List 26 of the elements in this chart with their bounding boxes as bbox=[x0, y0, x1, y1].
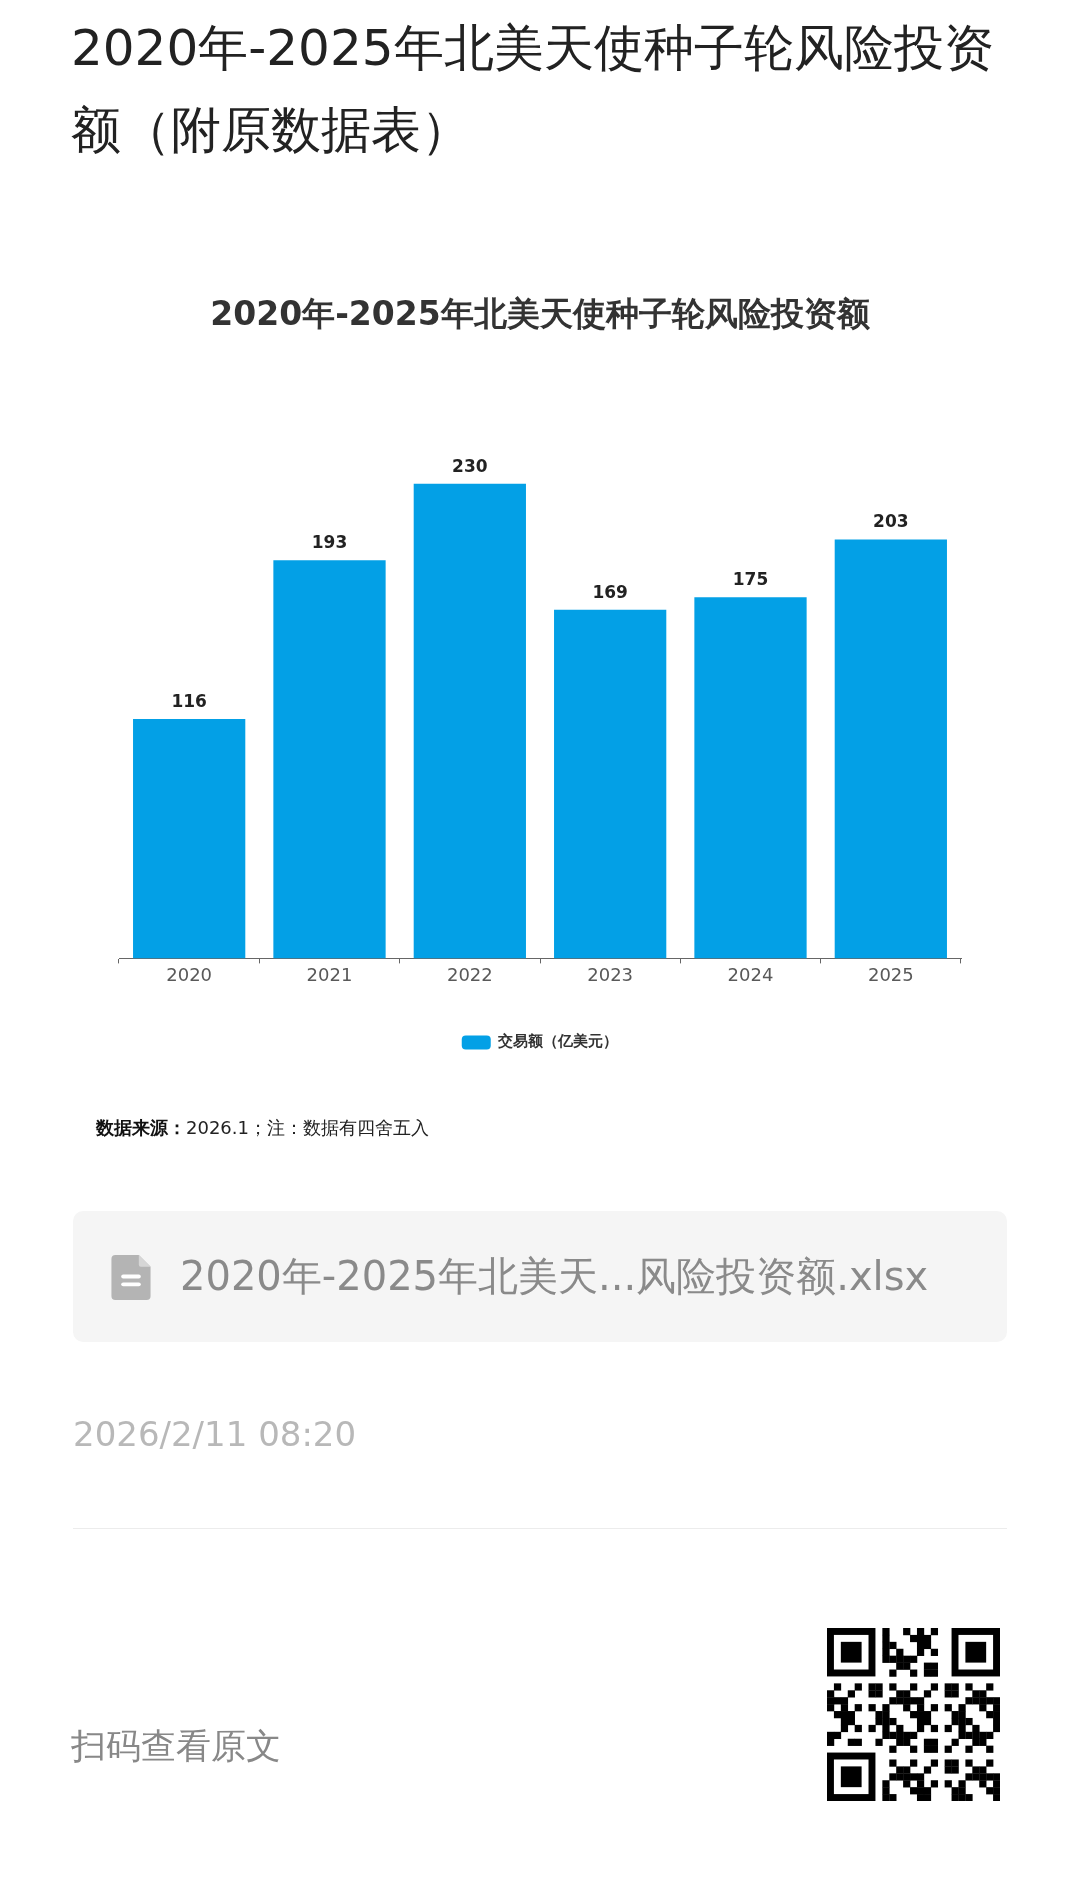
text: 2020年-2025年北美天...风险投资额.xlsx bbox=[180, 1252, 929, 1301]
bar bbox=[694, 597, 807, 959]
x-tick-label: 2020 bbox=[166, 963, 213, 985]
source-note: 数据来源： bbox=[96, 1117, 186, 1138]
chart-title: 2020年-2025年北美天使种子轮风险投资额 bbox=[210, 294, 870, 334]
x-tick-label: 2022 bbox=[446, 963, 493, 985]
text: 2020年-2025年北美天使种子轮风险投资额（附原数据表） bbox=[71, 18, 995, 161]
data-label: 116 bbox=[171, 690, 207, 711]
text: 扫码查看原文 bbox=[71, 1725, 281, 1767]
data-label: 169 bbox=[592, 581, 628, 602]
bar bbox=[834, 539, 947, 959]
data-label: 203 bbox=[873, 511, 909, 532]
bar bbox=[133, 719, 246, 959]
bar bbox=[273, 560, 386, 959]
legend-label: 交易额（亿美元） bbox=[497, 1032, 619, 1051]
data-label: 175 bbox=[732, 569, 769, 590]
data-label: 230 bbox=[452, 455, 488, 476]
x-tick-label: 2021 bbox=[306, 963, 353, 985]
x-tick-label: 2024 bbox=[727, 963, 774, 985]
text: 2026/2/11 08:20 bbox=[73, 1413, 357, 1455]
bar bbox=[554, 609, 667, 959]
bar bbox=[413, 483, 526, 959]
text: 2026.1；注：数据有四舍五入 bbox=[186, 1117, 429, 1138]
data-label: 193 bbox=[311, 532, 348, 553]
x-tick-label: 2025 bbox=[867, 963, 914, 985]
x-tick-label: 2023 bbox=[587, 963, 634, 985]
